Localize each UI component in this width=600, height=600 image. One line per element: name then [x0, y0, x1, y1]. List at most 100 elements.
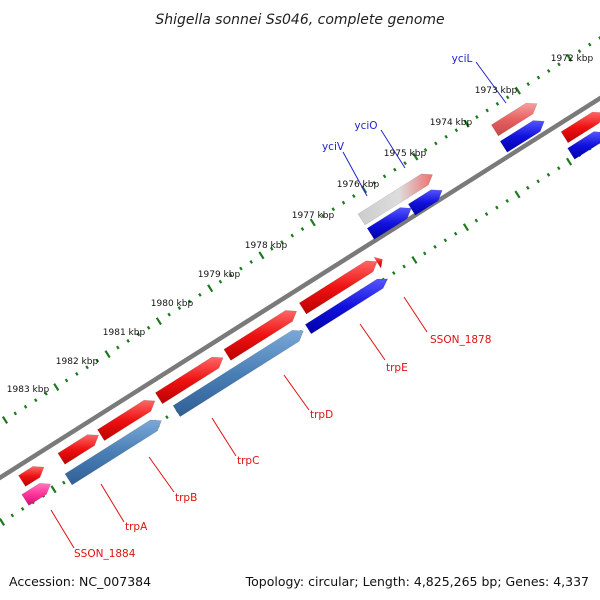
genome-backbone	[0, 95, 600, 481]
feature-edge-upper	[560, 111, 600, 144]
outer-tick	[475, 115, 479, 119]
outer-tick	[536, 75, 541, 80]
topology-text: Topology: circular; Length: 4,825,265 bp…	[245, 574, 589, 589]
outer-tick	[187, 299, 192, 304]
outer-tick	[280, 240, 284, 245]
outer-tick	[505, 95, 510, 100]
inner-tick	[62, 480, 66, 485]
outer-tick	[269, 246, 274, 251]
gene-label: trpD	[310, 409, 333, 421]
outer-tick	[526, 82, 530, 87]
leader-yciv	[342, 151, 368, 197]
feature-edge-lower	[567, 131, 600, 160]
outer-tick	[95, 358, 100, 363]
inner-tick	[0, 518, 6, 526]
leader-ycil	[475, 61, 507, 104]
outer-tick	[300, 227, 305, 231]
outer-tick	[116, 345, 120, 350]
outer-tick	[566, 53, 573, 62]
leader-sson-1878	[403, 296, 428, 333]
kbp-label: 1975 kbp	[384, 149, 427, 159]
kbp-scale-labels: 1972 kbp 1973 kbp 1974 kbp 1975 kbp 1976 kbp…	[7, 54, 594, 395]
leader-trpb	[148, 456, 175, 493]
kbp-label: 1973 kbp	[475, 86, 518, 96]
kbp-label: 1974 kbp	[430, 118, 473, 128]
outer-tick	[290, 233, 295, 238]
inner-tick	[453, 231, 458, 236]
outer-tick	[557, 62, 561, 67]
gene-label: SSON_1878	[430, 334, 491, 346]
leader-sson-1884	[50, 509, 75, 549]
outer-tick	[444, 134, 448, 139]
outer-tick	[341, 200, 346, 205]
outer-tick	[434, 141, 438, 146]
outer-tick	[1, 416, 9, 424]
outer-tick	[23, 404, 28, 409]
leader-trpe	[359, 323, 386, 361]
feature-trpe	[304, 278, 389, 335]
outer-tick	[167, 312, 171, 317]
outer-tick	[598, 36, 600, 40]
outer-tick	[239, 266, 243, 271]
kbp-label: 1972 kbp	[551, 54, 594, 64]
outer-tick	[126, 339, 130, 343]
kbp-label: 1979 kbp	[198, 270, 241, 280]
inner-tick	[165, 415, 169, 420]
kbp-label: 1982 kbp	[56, 357, 99, 367]
outer-tick	[321, 213, 325, 218]
outer-tick	[177, 306, 182, 310]
feature-trpc-upper	[154, 356, 224, 405]
feature-sson-1878-upper	[373, 256, 383, 269]
gene-label: trpA	[125, 521, 148, 533]
outer-tick	[331, 207, 336, 212]
outer-tick	[485, 108, 489, 113]
kbp-label: 1980 kbp	[151, 299, 194, 309]
outer-tick	[382, 174, 387, 179]
inner-tick	[546, 172, 551, 177]
outer-tick	[44, 391, 48, 396]
inner-tick	[556, 166, 561, 171]
outer-tick	[53, 383, 60, 392]
inner-tick	[462, 223, 470, 232]
outer-tick	[218, 279, 223, 284]
inner-tick	[433, 244, 437, 249]
inner-tick	[20, 506, 25, 511]
kbp-label: 1978 kbp	[245, 241, 288, 251]
outer-tick	[514, 86, 521, 95]
outer-tick	[546, 68, 551, 73]
inner-tick	[474, 218, 479, 223]
outer-tick	[495, 101, 500, 106]
leader-yci0	[380, 129, 406, 169]
outer-tick	[463, 119, 470, 128]
feature-yciv	[366, 207, 412, 240]
outer-tick	[136, 332, 141, 337]
outer-tick	[423, 148, 428, 152]
feature-ycil	[490, 102, 538, 137]
inner-tick	[402, 264, 406, 269]
outer-tick	[249, 259, 253, 264]
outer-tick	[258, 251, 265, 260]
inner-tick	[505, 199, 509, 203]
inner-tick	[411, 255, 418, 264]
inner-tick	[50, 485, 57, 494]
inner-tick	[514, 190, 521, 199]
outer-tick	[64, 378, 69, 383]
inner-tick	[10, 513, 15, 518]
outer-tick	[85, 365, 89, 370]
outer-tick	[352, 194, 356, 199]
inner-tick	[422, 251, 427, 256]
feature-trpd-upper	[223, 310, 298, 361]
outer-tick	[198, 292, 202, 297]
leader-trpa	[100, 483, 125, 523]
gene-label: yciL	[452, 53, 473, 65]
gene-label: yciO	[354, 120, 377, 132]
outer-tick-ring	[1, 36, 600, 424]
outer-tick	[104, 350, 111, 359]
gene-label: SSON_1884	[74, 548, 136, 560]
outer-tick	[207, 284, 214, 293]
outer-tick	[228, 273, 233, 278]
label-leader-lines	[50, 61, 507, 549]
feature-trpa-upper	[57, 434, 100, 465]
gene-label: trpE	[386, 362, 408, 374]
